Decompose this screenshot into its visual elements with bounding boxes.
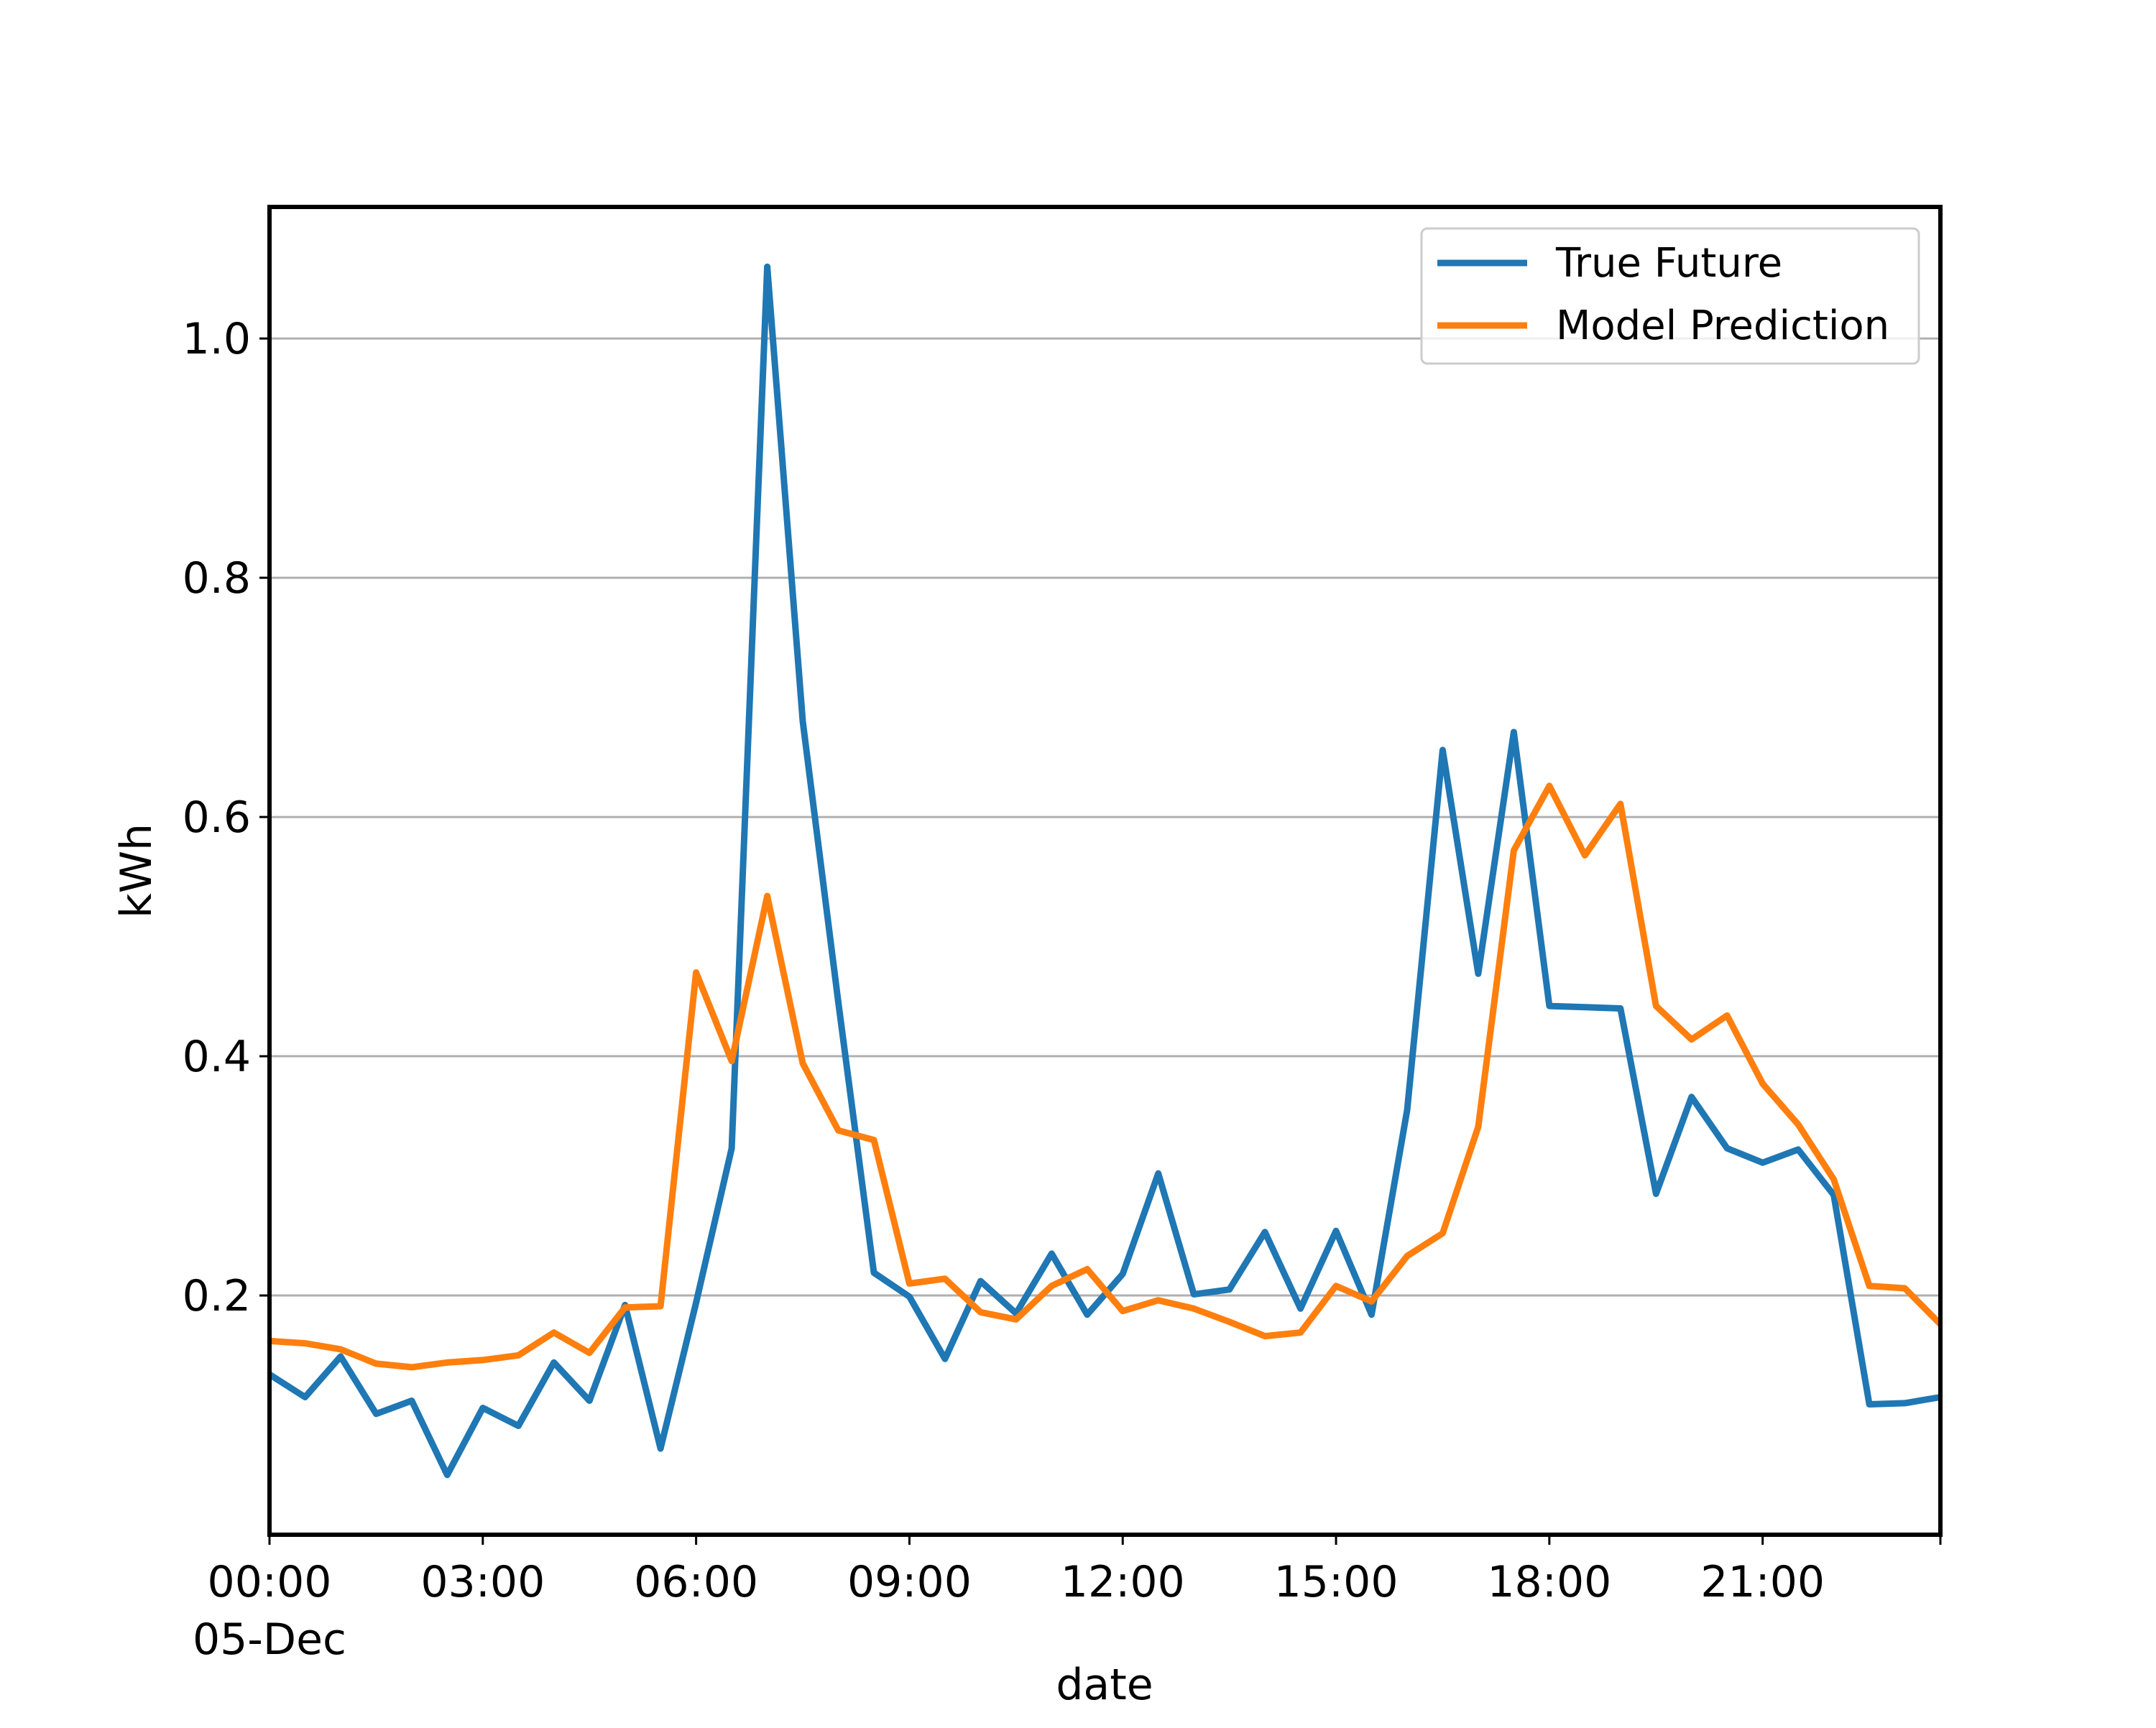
y-tick-label: 1.0 bbox=[183, 314, 251, 364]
y-tick-label: 0.6 bbox=[183, 793, 251, 843]
x-tick-label: 12:00 bbox=[1061, 1557, 1185, 1607]
y-tick-label: 0.2 bbox=[183, 1271, 251, 1321]
gridlines bbox=[270, 337, 1940, 1297]
legend-label-true-future: True Future bbox=[1555, 240, 1782, 287]
x-tick-date-label: 05-Dec bbox=[193, 1614, 346, 1665]
plot-frame bbox=[267, 205, 1943, 1537]
y-tick-label: 0.4 bbox=[183, 1032, 251, 1082]
series-lines bbox=[267, 263, 1943, 1479]
x-tick-label: 00:00 bbox=[208, 1557, 332, 1607]
x-tick-label: 06:00 bbox=[634, 1557, 758, 1607]
x-tick-label: 18:00 bbox=[1487, 1557, 1611, 1607]
legend-label-model-prediction: Model Prediction bbox=[1556, 302, 1889, 349]
legend-box bbox=[1420, 227, 1920, 365]
x-tick-label: 03:00 bbox=[420, 1557, 545, 1607]
legend: True Future Model Prediction bbox=[1420, 227, 1920, 365]
y-axis-title: kWh bbox=[111, 823, 162, 918]
x-axis-title: date bbox=[1056, 1660, 1153, 1710]
y-tick-label: 0.8 bbox=[183, 553, 251, 604]
series-line-model-prediction bbox=[269, 782, 1943, 1371]
x-tick-label: 09:00 bbox=[847, 1557, 972, 1607]
axis-ticks: 0.2 0.4 0.6 0.8 1.0 00:00 05-Dec 03:00 06:00 09:0… bbox=[183, 314, 1942, 1665]
x-tick-label: 15:00 bbox=[1274, 1557, 1399, 1607]
x-tick-label: 21:00 bbox=[1700, 1557, 1825, 1607]
